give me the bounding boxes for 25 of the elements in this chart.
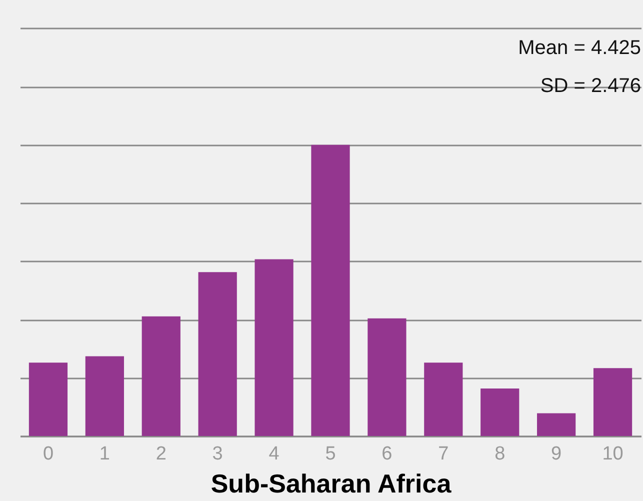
x-tick-label: 7 <box>438 444 449 464</box>
bar <box>424 362 463 436</box>
x-tick-label: 10 <box>602 444 624 464</box>
bar <box>198 272 237 436</box>
text: SD = 2.476 <box>540 75 641 97</box>
text: Mean = 4.425 <box>518 37 641 59</box>
x-tick-label: 1 <box>99 444 110 464</box>
x-tick-label: 3 <box>212 444 223 464</box>
bar <box>368 318 406 436</box>
bar <box>142 316 180 436</box>
x-tick-label: 5 <box>325 444 336 464</box>
bar <box>537 413 576 436</box>
bar <box>311 144 350 436</box>
bar <box>28 362 68 436</box>
bar <box>593 368 632 436</box>
x-tick-label: 0 <box>42 444 54 464</box>
x-axis-title: Sub-Saharan Africa <box>210 468 452 498</box>
bar <box>85 356 124 436</box>
x-tick-label: 9 <box>551 444 562 464</box>
x-tick-label: 4 <box>268 444 280 464</box>
x-tick-label: 8 <box>494 444 506 464</box>
bar <box>480 388 520 436</box>
x-tick-label: 6 <box>382 444 392 464</box>
bar <box>254 259 294 436</box>
x-tick-label: 2 <box>156 444 166 464</box>
